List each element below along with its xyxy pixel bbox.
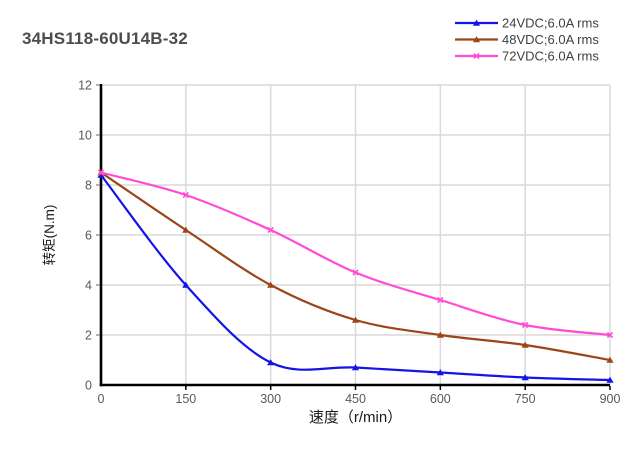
axes	[96, 84, 611, 390]
y-tick-label: 12	[78, 79, 92, 93]
y-tick-label: 4	[85, 279, 92, 293]
x-tick-label: 450	[345, 392, 366, 406]
y-axis-title: 转矩(N.m)	[42, 204, 57, 266]
legend-label-24vdc: 24VDC;6.0A rms	[502, 16, 599, 31]
x-tick-label: 600	[430, 392, 451, 406]
x-axis-title: 速度（r/min）	[308, 409, 403, 426]
x-tick-label: 750	[515, 392, 536, 406]
legend-label-72vdc: 72VDC;6.0A rms	[502, 49, 599, 64]
x-tick-label: 300	[260, 392, 281, 406]
chart-title: 34HS118-60U14B-32	[22, 29, 188, 48]
y-tick-label: 6	[85, 229, 92, 243]
x-tick-label: 0	[98, 392, 105, 406]
x-tick-label: 900	[600, 392, 621, 406]
tick-labels: 0 150 300 450 600 750 900 0 2 4 6 8 10 12	[78, 79, 620, 407]
legend: 24VDC;6.0A rms 48VDC;6.0A rms 72VDC;6.0A…	[502, 16, 599, 64]
x-tick-label: 150	[175, 392, 196, 406]
legend-label-48vdc: 48VDC;6.0A rms	[502, 32, 599, 47]
legend-samples	[455, 19, 498, 60]
series-72vdc-6-0a-rms	[97, 169, 614, 339]
y-tick-label: 2	[85, 329, 92, 343]
y-tick-label: 10	[78, 129, 92, 143]
gridlines	[101, 84, 611, 385]
y-tick-label: 8	[85, 179, 92, 193]
series-48vdc-6-0a-rms	[97, 169, 614, 363]
y-tick-label: 0	[85, 379, 92, 393]
